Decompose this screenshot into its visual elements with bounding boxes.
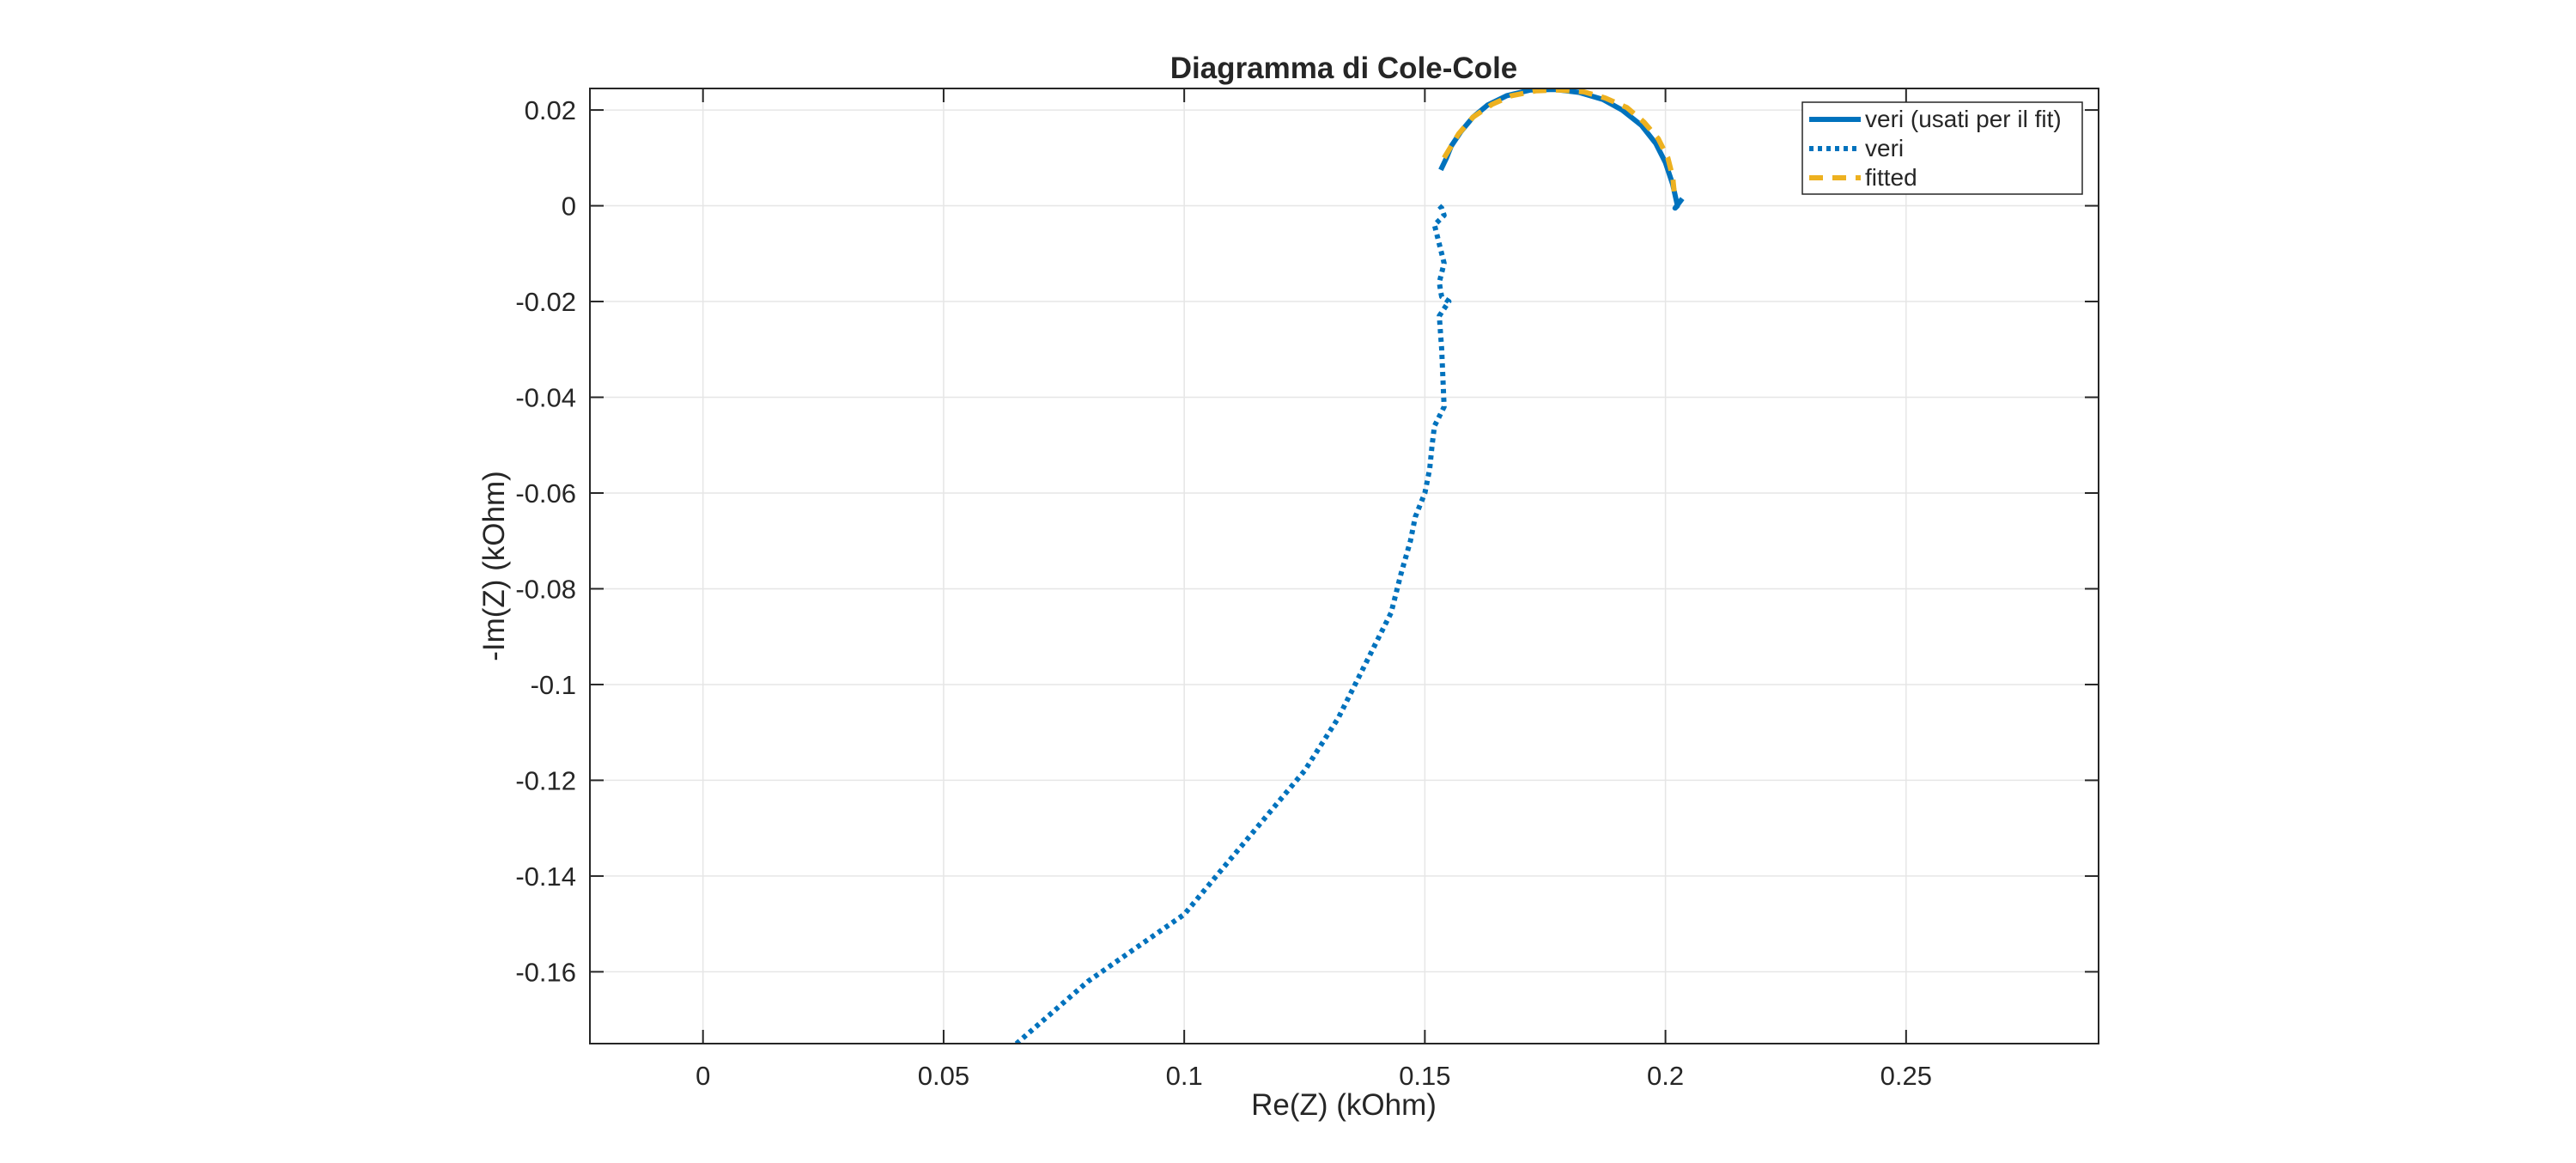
y-tick-label: -0.02	[515, 287, 576, 317]
y-tick-label: -0.16	[515, 957, 576, 987]
chart-title: Diagramma di Cole-Cole	[1170, 52, 1518, 85]
x-axis: 0 0.05 0.1 0.15 0.2 0.25	[696, 88, 1932, 1091]
y-axis: 0.02 0 -0.02 -0.04 -0.06 -0.08 -0.1 -0.12 -0.14 -…	[515, 95, 2099, 987]
series-line-all-data	[1012, 204, 1452, 1044]
x-tick-label: 0.05	[918, 1061, 969, 1091]
plot-area	[590, 88, 2099, 1044]
y-tick-label: -0.08	[515, 574, 576, 604]
x-axis-label: Re(Z) (kOhm)	[1251, 1088, 1437, 1122]
legend-label-fit-data: veri (usati per il fit)	[1865, 106, 2062, 132]
legend-label-fitted: fitted	[1865, 164, 1917, 191]
x-tick-label: 0.25	[1880, 1061, 1932, 1091]
legend: veri (usati per il fit) veri fitted	[1801, 101, 2083, 195]
legend-label-all-data: veri	[1865, 135, 1904, 161]
series-line-fitted	[1442, 88, 1677, 192]
series-group	[1012, 88, 1685, 1044]
grid	[590, 88, 2099, 1044]
y-axis-label: -Im(Z) (kOhm)	[477, 471, 511, 661]
y-tick-label: 0	[562, 192, 576, 222]
y-tick-label: 0.02	[525, 95, 576, 125]
series-layer	[1012, 88, 1685, 1044]
x-tick-label: 0.15	[1399, 1061, 1450, 1091]
x-tick-label: 0	[696, 1061, 710, 1091]
y-tick-label: -0.04	[515, 383, 576, 413]
y-tick-label: -0.14	[515, 862, 576, 892]
y-tick-label: -0.1	[531, 670, 576, 700]
plot-frame	[589, 88, 2099, 1044]
y-tick-label: -0.06	[515, 478, 576, 508]
x-tick-label: 0.2	[1647, 1061, 1684, 1091]
x-tick-label: 0.1	[1166, 1061, 1203, 1091]
y-tick-label: -0.12	[515, 765, 576, 795]
